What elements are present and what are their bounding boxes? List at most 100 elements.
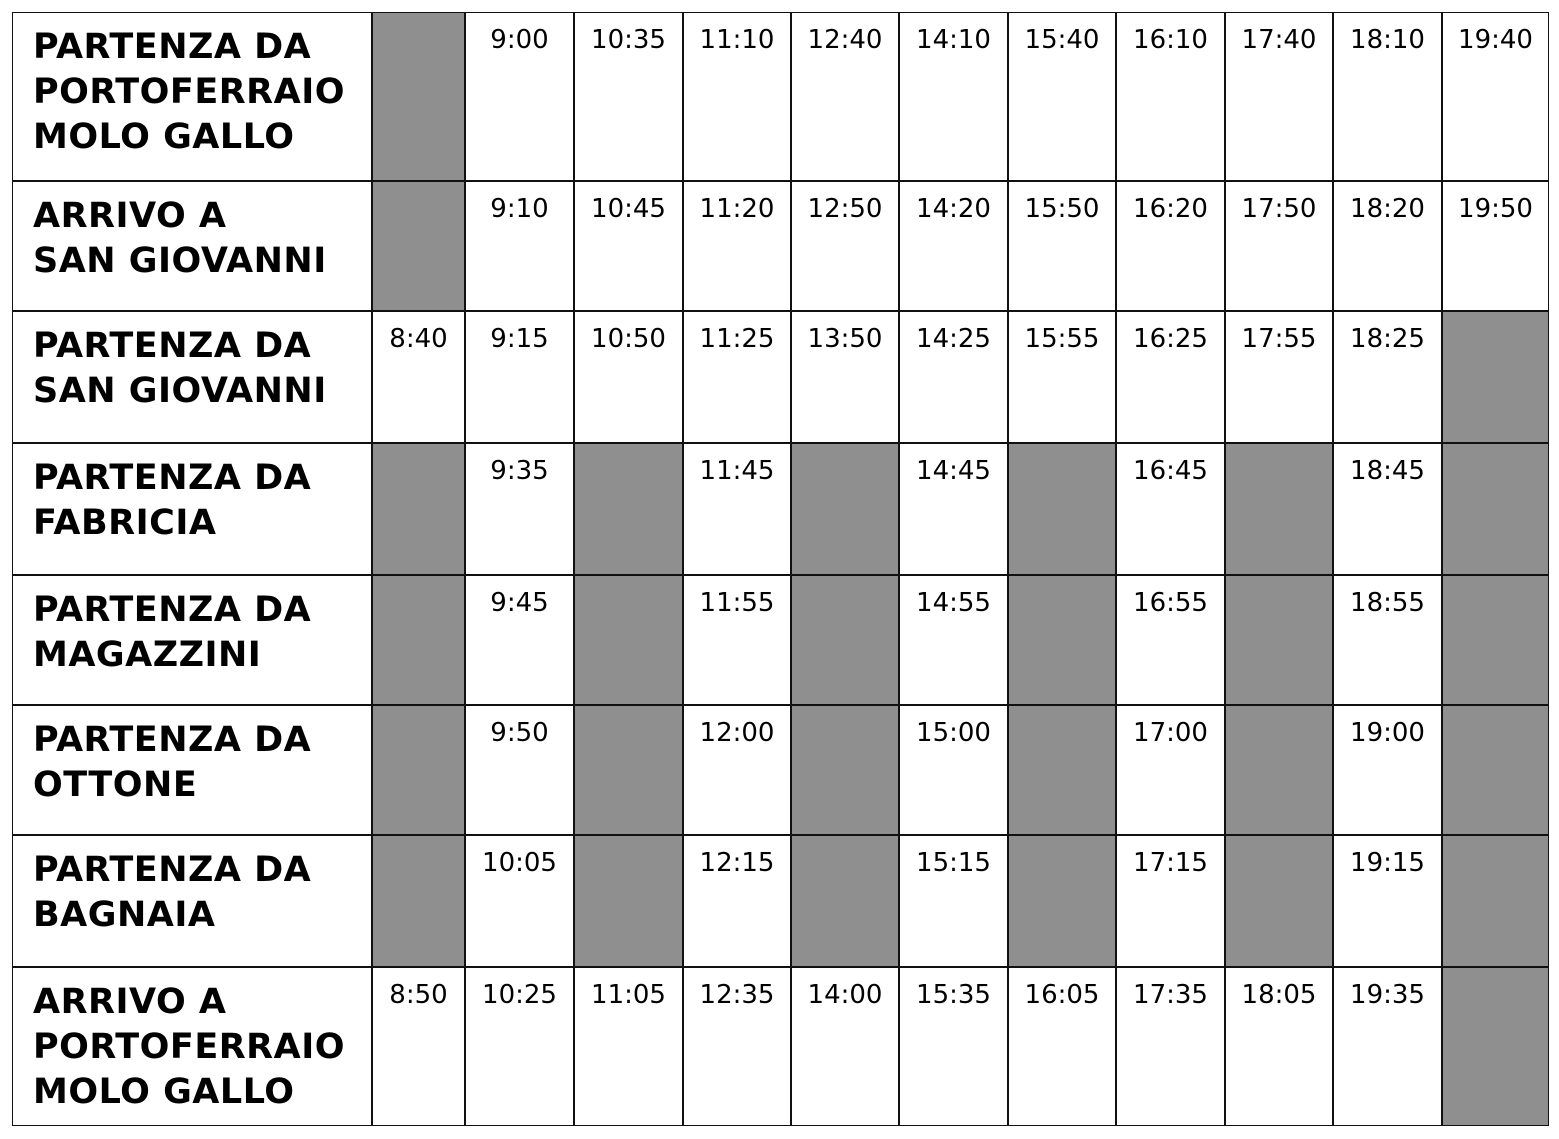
time-cell: 9:35: [465, 443, 574, 575]
stop-label: PARTENZA DA SAN GIOVANNI: [12, 311, 372, 443]
label-line: MAGAZZINI: [33, 635, 262, 675]
stop-label: PARTENZA DA OTTONE: [12, 705, 372, 835]
label-line: PORTOFERRAIO: [33, 1027, 345, 1067]
no-service: [574, 835, 683, 967]
no-service: [1442, 311, 1549, 443]
time-cell: 16:25: [1116, 311, 1225, 443]
time-cell: 15:40: [1008, 12, 1116, 181]
label-line: BAGNAIA: [33, 895, 216, 935]
no-service: [1442, 443, 1549, 575]
time-cell: 10:35: [574, 12, 683, 181]
no-service: [791, 835, 899, 967]
time-cell: 9:00: [465, 12, 574, 181]
time-cell: 17:50: [1225, 181, 1333, 311]
time-cell: 16:05: [1008, 967, 1116, 1126]
time-cell: 18:55: [1333, 575, 1442, 705]
time-cell: 16:55: [1116, 575, 1225, 705]
label-line: MOLO GALLO: [33, 1072, 295, 1112]
time-cell: 19:00: [1333, 705, 1442, 835]
no-service: [1225, 705, 1333, 835]
time-cell: 19:50: [1442, 181, 1549, 311]
label-line: SAN GIOVANNI: [33, 371, 327, 411]
stop-label: ARRIVO A PORTOFERRAIO MOLO GALLO: [12, 967, 372, 1126]
no-service: [372, 705, 465, 835]
time-cell: 19:40: [1442, 12, 1549, 181]
label-line: PARTENZA DA: [33, 326, 312, 366]
time-cell: 15:15: [899, 835, 1008, 967]
label-line: PORTOFERRAIO: [33, 72, 345, 112]
time-cell: 14:10: [899, 12, 1008, 181]
time-cell: 17:40: [1225, 12, 1333, 181]
label-line: OTTONE: [33, 765, 198, 805]
time-cell: 15:50: [1008, 181, 1116, 311]
no-service: [1442, 705, 1549, 835]
time-cell: 13:50: [791, 311, 899, 443]
time-cell: 10:05: [465, 835, 574, 967]
time-cell: 19:15: [1333, 835, 1442, 967]
stop-label: PARTENZA DA PORTOFERRAIO MOLO GALLO: [12, 12, 372, 181]
no-service: [791, 575, 899, 705]
label-line: MOLO GALLO: [33, 117, 295, 157]
time-cell: 14:45: [899, 443, 1008, 575]
no-service: [1008, 443, 1116, 575]
no-service: [1008, 575, 1116, 705]
label-line: PARTENZA DA: [33, 590, 312, 630]
time-cell: 18:45: [1333, 443, 1442, 575]
no-service: [574, 705, 683, 835]
time-cell: 18:05: [1225, 967, 1333, 1126]
no-service: [1008, 705, 1116, 835]
no-service: [1008, 835, 1116, 967]
time-cell: 12:35: [683, 967, 791, 1126]
time-cell: 10:45: [574, 181, 683, 311]
no-service: [791, 443, 899, 575]
time-cell: 16:10: [1116, 12, 1225, 181]
no-service: [1225, 575, 1333, 705]
time-cell: 8:50: [372, 967, 465, 1126]
no-service: [791, 705, 899, 835]
time-cell: 17:55: [1225, 311, 1333, 443]
time-cell: 12:50: [791, 181, 899, 311]
stop-label: ARRIVO A SAN GIOVANNI: [12, 181, 372, 311]
no-service: [372, 575, 465, 705]
no-service: [372, 443, 465, 575]
time-cell: 17:35: [1116, 967, 1225, 1126]
time-cell: 16:20: [1116, 181, 1225, 311]
time-cell: 9:10: [465, 181, 574, 311]
time-cell: 12:00: [683, 705, 791, 835]
no-service: [372, 12, 465, 181]
no-service: [372, 181, 465, 311]
stop-label: PARTENZA DA BAGNAIA: [12, 835, 372, 967]
no-service: [1442, 575, 1549, 705]
time-cell: 17:15: [1116, 835, 1225, 967]
no-service: [574, 443, 683, 575]
time-cell: 14:55: [899, 575, 1008, 705]
no-service: [1225, 835, 1333, 967]
no-service: [372, 835, 465, 967]
stop-label: PARTENZA DA FABRICIA: [12, 443, 372, 575]
label-line: FABRICIA: [33, 503, 217, 543]
no-service: [574, 575, 683, 705]
no-service: [1442, 835, 1549, 967]
label-line: SAN GIOVANNI: [33, 241, 327, 281]
time-cell: 9:45: [465, 575, 574, 705]
time-cell: 8:40: [372, 311, 465, 443]
time-cell: 10:25: [465, 967, 574, 1126]
time-cell: 10:50: [574, 311, 683, 443]
label-line: ARRIVO A: [33, 196, 227, 236]
time-cell: 9:50: [465, 705, 574, 835]
label-line: PARTENZA DA: [33, 720, 312, 760]
time-cell: 15:00: [899, 705, 1008, 835]
time-cell: 11:05: [574, 967, 683, 1126]
time-cell: 12:40: [791, 12, 899, 181]
time-cell: 14:00: [791, 967, 899, 1126]
time-cell: 11:10: [683, 12, 791, 181]
time-cell: 18:25: [1333, 311, 1442, 443]
label-line: PARTENZA DA: [33, 850, 312, 890]
time-cell: 15:55: [1008, 311, 1116, 443]
time-cell: 14:25: [899, 311, 1008, 443]
time-cell: 12:15: [683, 835, 791, 967]
stop-label: PARTENZA DA MAGAZZINI: [12, 575, 372, 705]
time-cell: 11:55: [683, 575, 791, 705]
time-cell: 9:15: [465, 311, 574, 443]
